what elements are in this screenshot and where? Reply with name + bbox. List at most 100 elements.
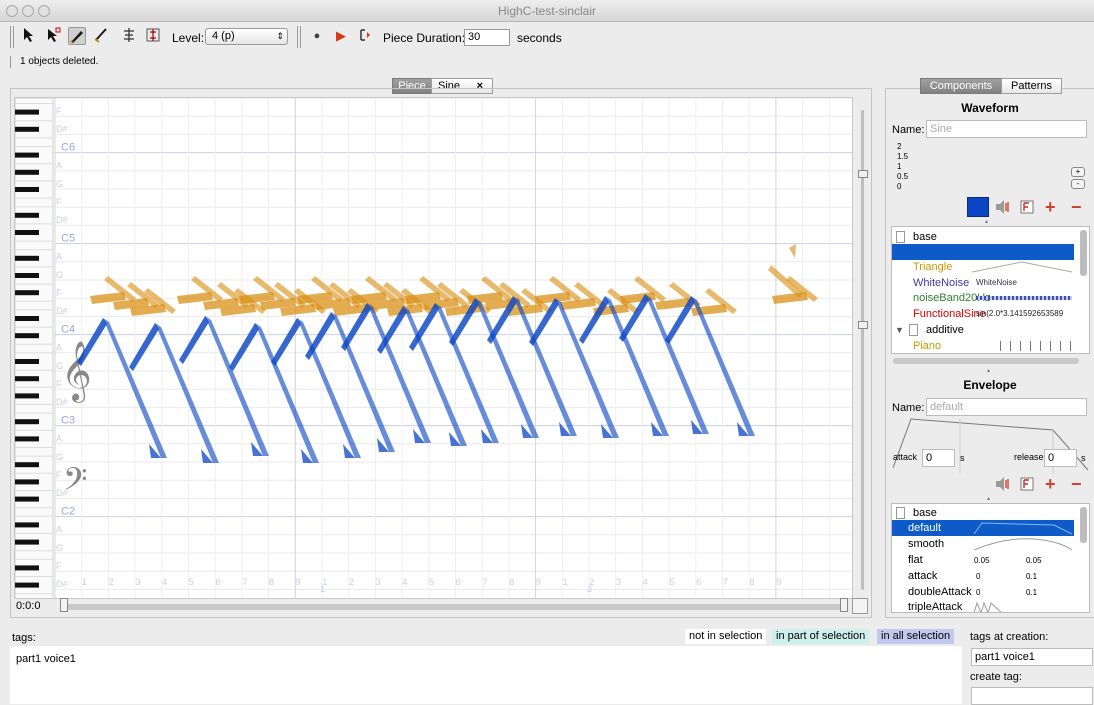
- orange-stroke: [144, 288, 176, 314]
- black-key: [15, 462, 39, 468]
- orange-stroke: [560, 298, 596, 310]
- zoom-out-button[interactable]: -: [1071, 179, 1085, 189]
- blue-stroke: [179, 316, 209, 364]
- remove-waveform-icon[interactable]: −: [1071, 197, 1082, 217]
- piece-duration-input[interactable]: 30: [464, 29, 510, 46]
- list-item[interactable]: base: [892, 505, 1072, 521]
- tags-at-creation-input[interactable]: part1 voice1: [971, 648, 1093, 666]
- list-item[interactable]: smooth: [892, 536, 1072, 552]
- window-title: HighC-test-sinclair: [497, 4, 597, 18]
- waveform-list-hscrollbar[interactable]: [893, 358, 1079, 364]
- envelope-name-label: Name:: [892, 402, 925, 414]
- slider-thumb-top[interactable]: [858, 170, 868, 178]
- blue-stroke: [665, 296, 695, 344]
- level-select[interactable]: 4 (p) ⇕: [205, 28, 288, 45]
- vertical-zoom-slider[interactable]: [858, 110, 868, 590]
- tab-components[interactable]: Components: [920, 78, 1002, 94]
- zoom-in-button[interactable]: +: [1071, 167, 1085, 177]
- align-icon[interactable]: [120, 27, 138, 45]
- piano-keys[interactable]: [15, 98, 54, 599]
- list-item[interactable]: base: [892, 229, 1072, 245]
- blue-stroke: [645, 294, 709, 434]
- piano-roll-canvas[interactable]: FD#C6AGFD#C5AGFD#C4AGFD#C3AGFD#C2AGFD#C …: [15, 98, 853, 599]
- select-multi-icon[interactable]: [44, 27, 62, 45]
- list-item[interactable]: attack 0 0.1: [892, 568, 1072, 584]
- list-item-selected[interactable]: Sine: [892, 244, 1074, 260]
- list-item[interactable]: WhiteNoise WhiteNoise: [892, 275, 1072, 291]
- list-item-selected[interactable]: default: [892, 520, 1074, 536]
- blue-stroke: [475, 298, 539, 438]
- release-input[interactable]: 0: [1044, 449, 1077, 467]
- tab-piece[interactable]: Piece: [392, 78, 432, 94]
- waveform-list[interactable]: base Sine Triangle WhiteNoise WhiteNoise…: [891, 226, 1090, 354]
- loop-icon[interactable]: [356, 27, 374, 45]
- list-item[interactable]: doubleAttack 0 0.1: [892, 584, 1072, 600]
- orange-stroke: [333, 304, 369, 316]
- blue-gestures[interactable]: [77, 294, 755, 463]
- blue-stroke: [341, 303, 371, 351]
- horizontal-scrollbar[interactable]: [60, 604, 846, 610]
- add-envelope-icon[interactable]: +: [1045, 474, 1056, 494]
- list-item-group[interactable]: ▼ additive: [892, 322, 1072, 338]
- distribute-icon[interactable]: [144, 27, 162, 45]
- slider-thumb-middle[interactable]: [858, 321, 868, 329]
- note-label: D#: [56, 215, 68, 225]
- piano-roll[interactable]: FD#C6AGFD#C5AGFD#C4AGFD#C3AGFD#C2AGFD#C …: [14, 97, 853, 599]
- list-item[interactable]: FunctionalSine sin(2.0*3.141592653589: [892, 306, 1072, 322]
- minimize-window-button[interactable]: [22, 5, 34, 17]
- create-tag-input[interactable]: [971, 687, 1093, 705]
- orange-stroke: [655, 298, 691, 310]
- beat-label: 2: [109, 577, 114, 587]
- tags-text-area[interactable]: part1 voice1: [10, 646, 962, 704]
- envelope-list-scrollbar[interactable]: [1080, 507, 1087, 543]
- toolbar: Level: 4 (p) ⇕ ● ▶ Piece Duration: 30 se…: [0, 23, 1094, 53]
- blue-stroke-tip: [201, 449, 213, 463]
- attack-input[interactable]: 0: [922, 449, 955, 467]
- envelope-edit-icon[interactable]: [1019, 476, 1035, 495]
- black-key: [15, 393, 39, 399]
- blue-stroke: [605, 296, 669, 436]
- list-item[interactable]: Triangle: [892, 259, 1072, 275]
- disclosure-triangle-icon[interactable]: ▼: [895, 325, 904, 335]
- record-icon[interactable]: ●: [313, 30, 321, 42]
- envelope-list[interactable]: base default smooth flat 0.05 0.05 attac…: [891, 503, 1090, 613]
- waveform-item-label: additive: [926, 324, 964, 336]
- black-key: [15, 212, 39, 218]
- waveform-name-input[interactable]: Sine: [926, 120, 1087, 138]
- envelope-name-input[interactable]: default: [926, 398, 1087, 416]
- waveform-list-scrollbar[interactable]: [1080, 230, 1087, 276]
- corner-button[interactable]: [852, 598, 868, 614]
- zoom-window-button[interactable]: [38, 5, 50, 17]
- play-icon[interactable]: ▶: [336, 28, 346, 43]
- draw-line-icon[interactable]: [92, 27, 110, 45]
- blue-stroke-tip: [251, 442, 263, 456]
- black-key: [15, 230, 39, 235]
- scroll-end-handle[interactable]: [840, 598, 848, 612]
- beat-label: 5: [189, 577, 194, 587]
- envelope-speaker-icon[interactable]: [994, 476, 1012, 495]
- add-waveform-icon[interactable]: +: [1045, 197, 1056, 217]
- speaker-icon[interactable]: [994, 199, 1012, 218]
- edit-icon[interactable]: [1019, 199, 1035, 218]
- envelope-item-value: 0.05: [974, 556, 990, 565]
- list-item[interactable]: flat 0.05 0.05: [892, 552, 1072, 568]
- note-label: C6: [61, 141, 75, 153]
- draw-pen-icon[interactable]: [68, 27, 86, 45]
- tab-sine[interactable]: Sine ×: [431, 78, 493, 94]
- envelope-item-value: 0: [976, 588, 981, 597]
- blue-stroke: [103, 318, 167, 458]
- close-window-button[interactable]: [6, 5, 18, 17]
- list-item[interactable]: Piano: [892, 338, 1072, 353]
- orange-stroke: [365, 276, 397, 302]
- waveform-item-label: Sine: [913, 246, 936, 258]
- remove-envelope-icon[interactable]: −: [1071, 474, 1082, 494]
- tab-patterns[interactable]: Patterns: [1001, 78, 1062, 94]
- select-arrow-icon[interactable]: [20, 27, 38, 45]
- close-tab-icon[interactable]: ×: [476, 80, 483, 92]
- waveform-color-swatch[interactable]: [967, 197, 989, 217]
- list-item[interactable]: tripleAttack: [892, 599, 1072, 612]
- scroll-start-handle[interactable]: [60, 598, 68, 612]
- list-item[interactable]: noiseBand20Hz: [892, 290, 1072, 306]
- black-key: [15, 539, 39, 545]
- black-key: [15, 565, 39, 571]
